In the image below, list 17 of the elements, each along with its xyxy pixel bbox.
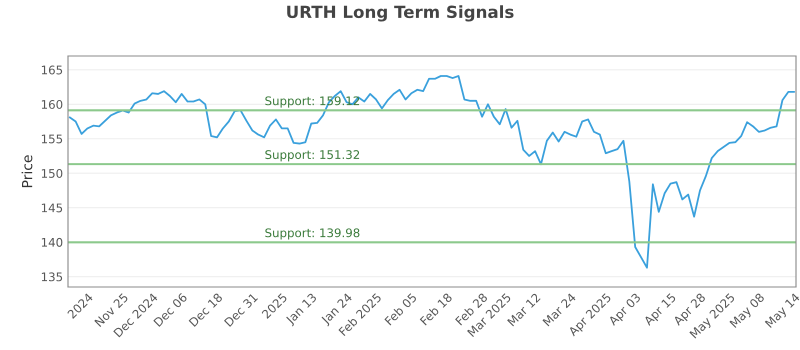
y-tick-label: 145 [42,204,62,212]
y-tick-label: 135 [42,272,62,282]
ref-line-label: Support: 139.98 [265,228,360,240]
y-tick-label: 155 [42,134,62,144]
x-tick-label: Dec 18 [188,292,223,327]
x-tick-label: Mar 24 [542,292,576,327]
x-tick-label: Dec 31 [224,292,258,327]
y-tick-label: 165 [42,66,62,74]
y-tick-label: 150 [42,168,62,178]
y-tick-label: 160 [42,100,62,109]
x-tick-label: Feb 18 [419,292,453,326]
x-tick-label: Feb 05 [384,292,418,326]
y-tick-label: 140 [42,238,62,247]
ref-line-label: Support: 151.32 [265,150,360,162]
chart-title: URTH Long Term Signals [287,5,514,22]
line-series [68,75,796,269]
y-axis-title: Price [22,155,32,188]
